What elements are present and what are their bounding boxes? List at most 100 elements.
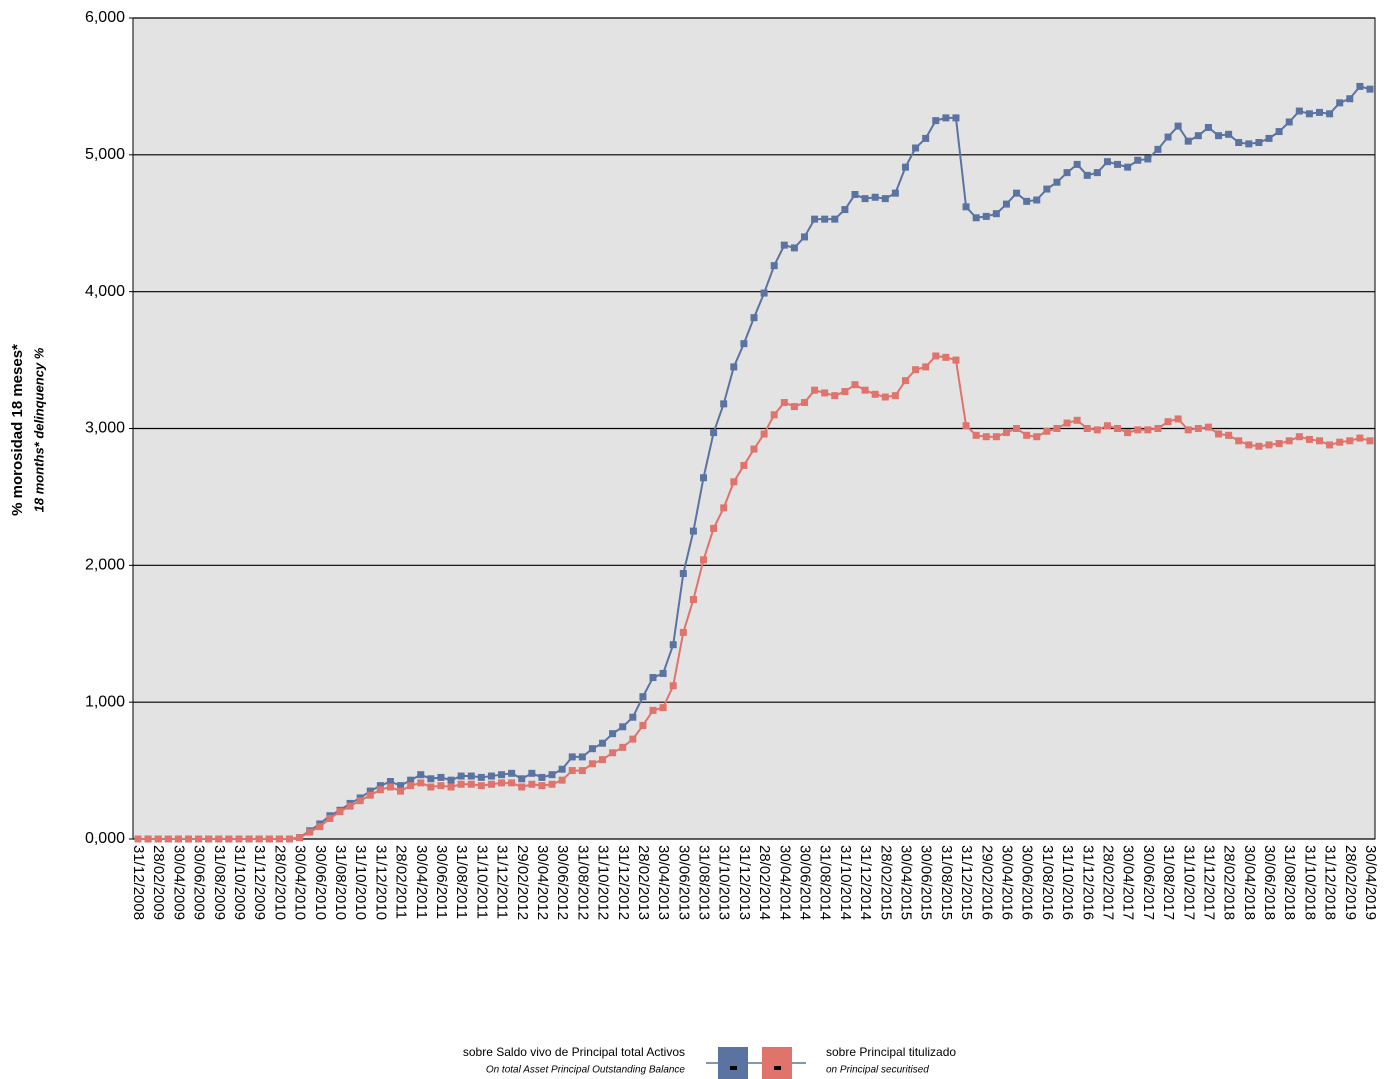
x-tick-label: 31/10/2017 [1180,845,1197,920]
point-marker [1326,441,1334,449]
point-marker [962,422,970,430]
point-marker [800,399,808,407]
point-marker [912,366,920,374]
x-tick-label: 30/04/2015 [898,845,915,920]
point-marker [467,780,475,788]
point-marker [417,779,425,787]
point-marker [356,797,364,805]
point-marker [1154,145,1162,153]
point-marker [195,835,203,843]
legend-swatch [762,1047,792,1079]
x-tick-label: 28/02/2009 [150,845,167,920]
point-marker [376,782,384,790]
point-marker [1174,415,1182,423]
point-marker [639,721,647,729]
x-tick-label: 31/12/2008 [130,845,147,920]
point-marker [578,753,586,761]
point-marker [689,596,697,604]
x-tick-label: 31/08/2017 [1160,845,1177,920]
x-tick-label: 31/10/2013 [716,845,733,920]
x-tick-label: 31/08/2018 [1281,845,1298,920]
legend-glyph [774,1066,781,1070]
point-marker [1346,437,1354,445]
x-tick-label: 31/10/2010 [352,845,369,920]
point-marker [578,767,586,775]
point-marker [1184,426,1192,434]
y-tick-label: 5,000 [85,146,125,163]
point-marker [1124,163,1132,171]
point-marker [609,749,617,757]
point-marker [1366,85,1374,93]
point-marker [821,389,829,397]
point-marker [528,780,536,788]
point-marker [770,262,778,270]
point-marker [871,193,879,201]
point-marker [841,206,849,214]
point-marker [790,403,798,411]
point-marker [1083,171,1091,179]
point-marker [679,628,687,636]
x-tick-label: 31/10/2014 [837,845,854,920]
x-tick-label: 31/08/2013 [696,845,713,920]
point-marker [397,787,405,795]
point-marker [1134,426,1142,434]
point-marker [134,835,142,843]
point-marker [730,363,738,371]
point-marker [619,743,627,751]
point-marker [1053,425,1061,432]
point-marker [851,191,859,199]
point-marker [346,802,354,810]
point-marker [1295,107,1303,115]
x-tick-label: 30/06/2017 [1140,845,1157,920]
point-marker [649,706,657,714]
point-marker [397,782,405,790]
point-marker [1114,425,1122,432]
point-marker [811,215,819,223]
point-marker [599,756,607,764]
point-marker [255,835,263,843]
point-marker [881,195,889,203]
point-marker [1043,185,1051,193]
x-tick-label: 31/10/2009 [231,845,248,920]
point-marker [891,189,899,197]
point-marker [851,381,859,389]
point-marker [669,682,677,690]
point-marker [1225,431,1233,439]
point-marker [215,835,223,843]
point-marker [1194,132,1202,140]
point-marker [548,780,556,788]
point-marker [205,835,213,843]
point-marker [1124,429,1132,437]
x-tick-label: 30/04/2014 [776,845,793,920]
point-marker [1245,140,1253,148]
x-tick-label: 28/02/2011 [393,845,410,919]
point-marker [1346,95,1354,103]
y-tick-label: 2,000 [85,557,125,574]
point-marker [992,210,1000,218]
x-tick-label: 31/08/2016 [1039,845,1056,920]
point-marker [962,203,970,211]
x-tick-label: 28/02/2015 [877,845,894,920]
point-marker [1002,429,1010,437]
point-marker [1093,426,1101,434]
point-marker [811,386,819,394]
y-tick-label: 4,000 [85,283,125,300]
point-marker [982,433,990,441]
x-tick-label: 30/04/2016 [998,845,1015,920]
point-marker [154,835,162,843]
point-marker [275,835,283,843]
point-marker [588,745,596,753]
point-marker [498,771,506,779]
point-marker [1265,134,1273,142]
y-tick-label: 3,000 [85,420,125,437]
point-marker [407,776,415,784]
x-tick-label: 30/06/2013 [675,845,692,920]
point-marker [366,791,374,799]
point-marker [659,669,667,677]
point-marker [700,474,708,482]
point-marker [730,478,738,486]
x-tick-label: 31/10/2011 [473,845,490,919]
point-marker [891,392,899,400]
point-marker [1053,178,1061,186]
x-tick-label: 31/10/2016 [1059,845,1076,920]
